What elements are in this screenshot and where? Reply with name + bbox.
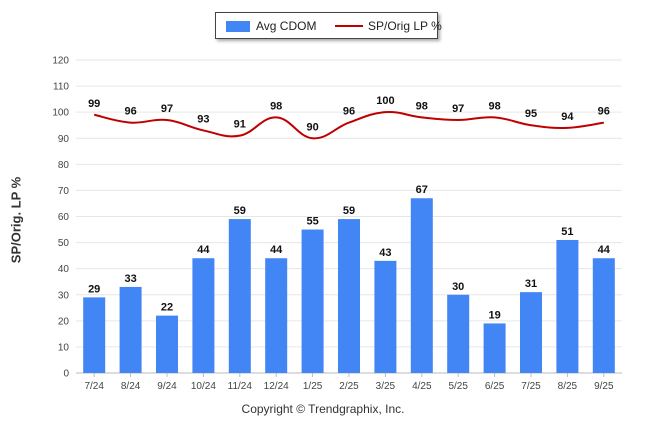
y-tick-label: 40 <box>58 264 70 275</box>
x-tick-label: 11/24 <box>228 381 253 392</box>
line-value-label: 98 <box>416 100 428 112</box>
bar <box>374 260 397 373</box>
bar <box>192 258 215 373</box>
bar <box>83 297 106 373</box>
bar <box>338 219 360 373</box>
x-tick-label: 7/25 <box>521 381 541 392</box>
line-value-label: 96 <box>124 106 136 118</box>
bar-value-label: 44 <box>197 244 210 256</box>
bar-value-label: 44 <box>270 244 283 256</box>
x-tick-label: 10/24 <box>191 381 216 392</box>
x-tick-label: 4/25 <box>412 381 432 392</box>
line-value-label: 91 <box>234 119 246 131</box>
bar-value-label: 51 <box>561 226 573 238</box>
y-tick-label: 100 <box>52 108 69 119</box>
legend-line-swatch <box>335 25 363 27</box>
copyright-text: Copyright © Trendgraphix, Inc. <box>241 402 405 416</box>
x-tick-label: 12/24 <box>264 381 289 392</box>
legend-bar-swatch <box>226 21 250 32</box>
x-tick-label: 3/25 <box>376 381 396 392</box>
line-value-label: 96 <box>598 106 610 118</box>
line-value-label: 90 <box>306 121 318 133</box>
line-value-label: 98 <box>488 100 500 112</box>
y-tick-label: 50 <box>58 238 70 249</box>
x-tick-label: 8/24 <box>121 381 141 392</box>
x-tick-label: 1/25 <box>303 381 323 392</box>
bar-value-label: 19 <box>488 309 500 321</box>
x-tick-label: 7/24 <box>84 381 104 392</box>
bar <box>520 292 542 373</box>
line-value-label: 95 <box>525 108 537 120</box>
y-tick-label: 80 <box>58 160 70 171</box>
y-tick-label: 90 <box>58 134 70 145</box>
bar-value-label: 31 <box>525 278 537 290</box>
legend-label-cdom: Avg CDOM <box>256 19 317 33</box>
y-tick-label: 20 <box>58 316 70 327</box>
line-value-label: 94 <box>561 111 574 123</box>
bar-value-label: 43 <box>379 247 391 259</box>
line-value-label: 100 <box>376 95 394 107</box>
bar <box>592 258 615 373</box>
y-tick-label: 70 <box>58 186 70 197</box>
bar <box>410 198 433 373</box>
y-tick-label: 60 <box>58 212 70 223</box>
bar-value-label: 44 <box>598 244 611 256</box>
y-tick-label: 0 <box>63 369 69 380</box>
y-axis-title: SP/Orig. LP % <box>8 176 24 264</box>
bar-value-label: 33 <box>124 273 136 285</box>
bar-value-label: 55 <box>306 216 318 228</box>
y-tick-label: 10 <box>58 342 70 353</box>
line-value-label: 97 <box>452 103 464 115</box>
legend: Avg CDOM SP/Orig LP % <box>215 12 442 39</box>
x-tick-label: 9/24 <box>157 381 177 392</box>
line-value-label: 99 <box>88 98 100 110</box>
bar <box>556 239 579 373</box>
y-tick-label: 120 <box>52 56 69 67</box>
line-value-label: 96 <box>343 106 355 118</box>
x-tick-label: 6/25 <box>485 381 505 392</box>
bar <box>119 286 142 373</box>
bar-value-label: 22 <box>161 302 173 314</box>
bar-value-label: 29 <box>88 283 100 295</box>
bar <box>265 258 288 373</box>
bar-value-label: 67 <box>416 184 428 196</box>
legend-label-splp: SP/Orig LP % <box>368 19 442 33</box>
line-value-label: 98 <box>270 100 282 112</box>
y-tick-label: 110 <box>53 82 69 93</box>
bar-value-label: 59 <box>343 205 355 217</box>
bar <box>483 323 506 373</box>
bar-value-label: 30 <box>452 281 464 293</box>
bar <box>156 315 178 373</box>
x-tick-label: 8/25 <box>558 381 578 392</box>
bar <box>301 229 324 373</box>
x-tick-label: 2/25 <box>339 381 359 392</box>
x-tick-label: 9/25 <box>594 381 614 392</box>
line-value-label: 93 <box>197 113 209 125</box>
x-tick-label: 5/25 <box>448 381 468 392</box>
line-value-label: 97 <box>161 103 173 115</box>
bar <box>228 219 251 373</box>
bar <box>447 294 470 373</box>
y-tick-label: 30 <box>58 290 70 301</box>
bar-value-label: 59 <box>234 205 246 217</box>
